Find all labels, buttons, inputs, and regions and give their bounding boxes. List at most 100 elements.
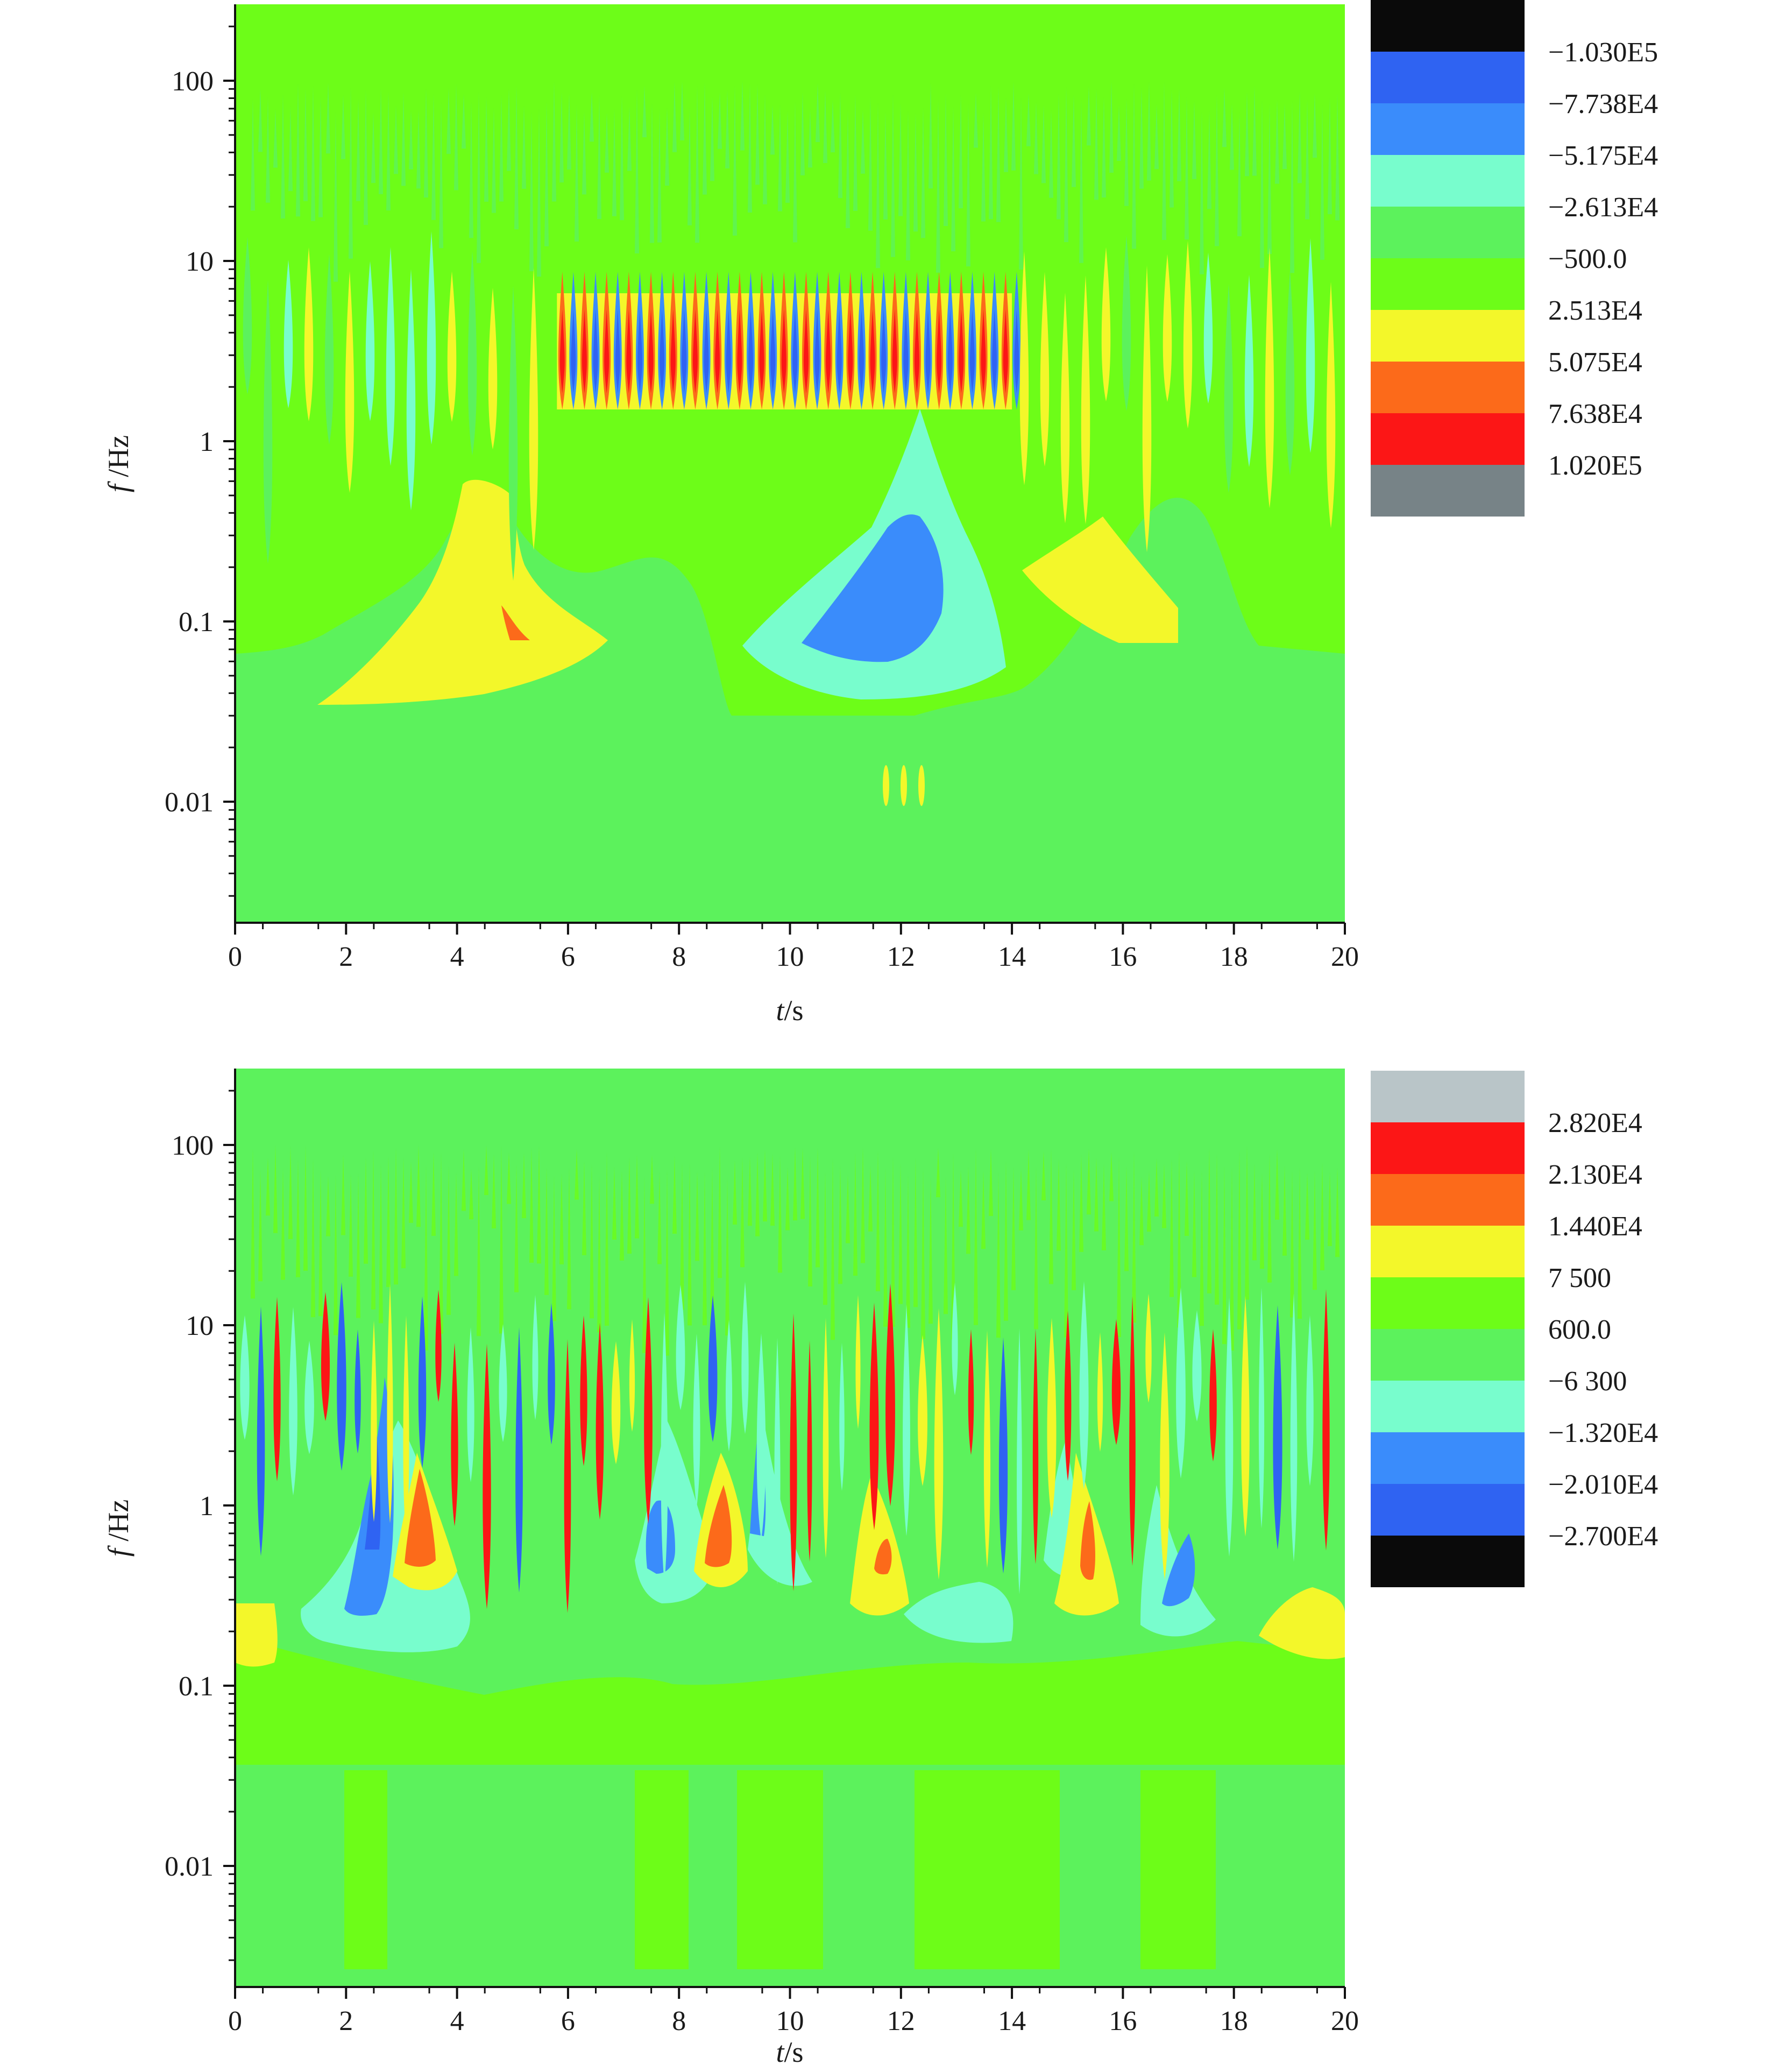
osc-lobe-core: [637, 309, 642, 394]
spike-bottom: [869, 1302, 879, 1530]
oscillation-band: [557, 272, 1021, 410]
streak-top: [1132, 84, 1136, 249]
streak-top: [477, 91, 481, 263]
streak-top: [537, 108, 541, 277]
streak-top: [1041, 104, 1046, 183]
streak-bottom: [823, 1172, 827, 1305]
osc-lobe-core: [1014, 309, 1019, 394]
spike-bottom: [596, 1323, 604, 1520]
streak-bottom: [785, 1167, 790, 1231]
streak-top: [251, 98, 255, 211]
streak-bottom: [921, 1168, 925, 1339]
streak-bottom: [266, 1157, 270, 1216]
streak-bottom: [1057, 1158, 1061, 1251]
streak-top: [431, 94, 436, 220]
streak-top: [913, 112, 918, 232]
streak-bottom: [1313, 1170, 1317, 1290]
streak-bottom: [959, 1170, 963, 1227]
streak-top: [590, 92, 594, 142]
streak-bottom: [808, 1155, 812, 1286]
streak-top: [665, 107, 669, 186]
lobe-yellow-left: [235, 1603, 278, 1667]
streak-top: [514, 84, 519, 230]
streak-top: [529, 112, 534, 272]
streak-bottom: [469, 1169, 473, 1220]
spike-bottom: [483, 1343, 491, 1609]
lobe-orange-3: [874, 1539, 892, 1575]
spike-top: [467, 251, 477, 456]
y-tick-label-top: 10: [186, 246, 214, 277]
x-tick-label-top: 4: [450, 942, 464, 972]
osc-lobe-core: [559, 309, 565, 394]
spike-bottom: [968, 1329, 974, 1455]
spike-bottom: [644, 1297, 653, 1524]
spike-bottom: [240, 1315, 250, 1440]
streak-top: [1064, 86, 1068, 242]
colorbar-bottom: 2.820E4 2.130E4 1.440E4 7 500 600.0 −6 300 −1.…: [1371, 1071, 1658, 1587]
x-tick-label-top: 8: [672, 942, 686, 972]
streak-top: [1094, 89, 1098, 200]
spike-bottom: [1290, 1293, 1298, 1562]
streak-bottom: [1154, 1158, 1159, 1217]
streak-top: [605, 112, 609, 173]
spike-bottom: [725, 1319, 733, 1452]
streak-bottom: [996, 1171, 1001, 1338]
streak-bottom: [703, 1172, 707, 1326]
spike-bottom: [952, 1282, 958, 1396]
spike-bottom: [661, 1312, 668, 1585]
streak-bottom: [1102, 1164, 1106, 1250]
y-tick-label-bottom: 0.01: [165, 1851, 214, 1882]
streak-top: [748, 83, 752, 213]
osc-lobe-core: [892, 309, 897, 394]
spike-bottom: [1111, 1319, 1121, 1445]
streak-top: [800, 92, 805, 175]
streak-top: [1117, 104, 1121, 161]
streak-top: [288, 105, 293, 192]
spikes-top: [243, 81, 1339, 581]
streak-top: [642, 86, 647, 138]
streak-top: [386, 91, 391, 211]
streak-top: [1290, 100, 1294, 273]
osc-lobe-core: [1003, 309, 1008, 394]
spike-top: [406, 269, 416, 511]
spike-top: [386, 247, 395, 466]
streak-top: [1019, 97, 1023, 270]
streak-bottom: [763, 1149, 767, 1222]
streak-bottom: [748, 1156, 752, 1226]
streak-top: [816, 83, 820, 142]
streak-top: [356, 98, 360, 201]
streak-top: [718, 92, 722, 149]
streak-bottom: [1064, 1163, 1068, 1338]
streak-top: [1139, 88, 1144, 189]
spike-top: [1019, 251, 1029, 485]
x-tick-label-bottom: 0: [228, 2006, 242, 2036]
streak-bottom: [522, 1153, 526, 1219]
streak-bottom: [1335, 1168, 1339, 1257]
spike-top: [1142, 265, 1152, 553]
streak-bottom: [974, 1148, 978, 1325]
x-ticks-top: 0 2 4 6 8 10 12 14 16 18 20: [228, 923, 1359, 972]
colorbar-swatch-bottom: [1371, 1277, 1525, 1329]
osc-lobe-core: [604, 309, 609, 394]
x-axis-title-top: t/s: [776, 994, 803, 1027]
streak-bottom: [966, 1166, 970, 1254]
streak-bottom: [936, 1148, 940, 1198]
osc-lobe-core: [959, 309, 964, 394]
streak-top: [657, 109, 662, 243]
streak-top: [996, 86, 1001, 222]
spike-top: [1244, 274, 1254, 467]
colorbar-swatch-top: [1371, 310, 1525, 362]
spike-bottom: [934, 1308, 944, 1580]
colorbar-swatch-bottom: [1371, 1484, 1525, 1536]
streak-top: [341, 95, 345, 159]
streak-top: [1004, 97, 1008, 172]
colorbar-label-top: −5.175E4: [1548, 140, 1658, 171]
y-tick-label-bottom: 0.1: [179, 1671, 214, 1702]
colorbar-top: −1.030E5 −7.738E4 −5.175E4 −2.613E4 −500.0 2.…: [1371, 0, 1658, 517]
streak-top: [334, 112, 338, 282]
osc-lobe-core: [859, 309, 864, 394]
streak-top: [929, 83, 933, 189]
streak-bottom: [605, 1152, 609, 1326]
streak-top: [379, 88, 383, 194]
